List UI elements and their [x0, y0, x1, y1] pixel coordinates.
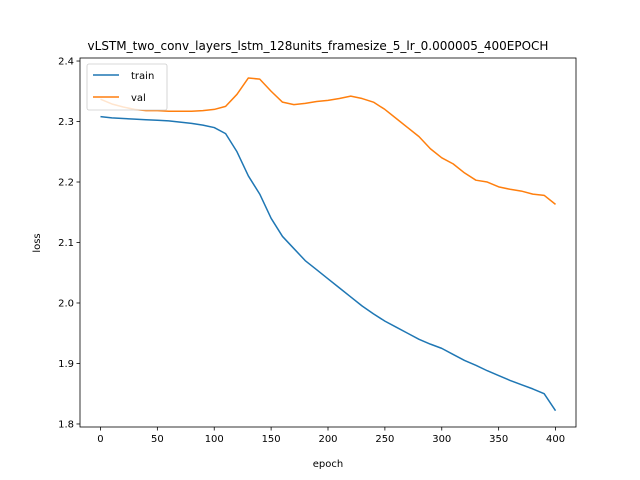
y-tick-label: 2.0	[58, 298, 74, 309]
series-line-val	[100, 77, 556, 205]
x-tick-label: 250	[375, 434, 394, 445]
series-layer	[100, 77, 557, 412]
y-tick-label: 2.4	[58, 57, 74, 68]
x-tick-label: 0	[97, 434, 103, 445]
y-tick-label: 1.8	[58, 419, 74, 430]
legend-label-val: val	[131, 93, 146, 104]
y-tick-label: 1.9	[58, 359, 74, 370]
legend: train val	[86, 63, 168, 111]
x-tick-label: 400	[546, 434, 565, 445]
plot-area	[80, 58, 576, 427]
x-tick-label: 200	[318, 434, 337, 445]
legend-box	[86, 63, 168, 111]
x-axis-label: epoch	[313, 459, 343, 470]
legend-label-train: train	[131, 71, 154, 82]
x-tick-label: 300	[432, 434, 451, 445]
x-tick-label: 100	[205, 434, 224, 445]
series-line-train	[100, 115, 557, 412]
x-tick-label: 50	[151, 434, 164, 445]
x-tick-label: 350	[489, 434, 508, 445]
y-tick-label: 2.1	[58, 238, 74, 249]
y-axis-ticks: 1.8 1.9 2.0 2.1 2.2 2.3 2.4	[58, 57, 80, 430]
y-tick-label: 2.2	[58, 178, 74, 189]
y-tick-label: 2.3	[58, 117, 74, 128]
x-axis-ticks: 0 50 100 150 200 250 300 350 400	[97, 427, 565, 445]
x-tick-label: 150	[262, 434, 281, 445]
y-axis-label: loss	[32, 233, 43, 252]
chart-title: vLSTM_two_conv_layers_lstm_128units_fram…	[88, 39, 549, 53]
